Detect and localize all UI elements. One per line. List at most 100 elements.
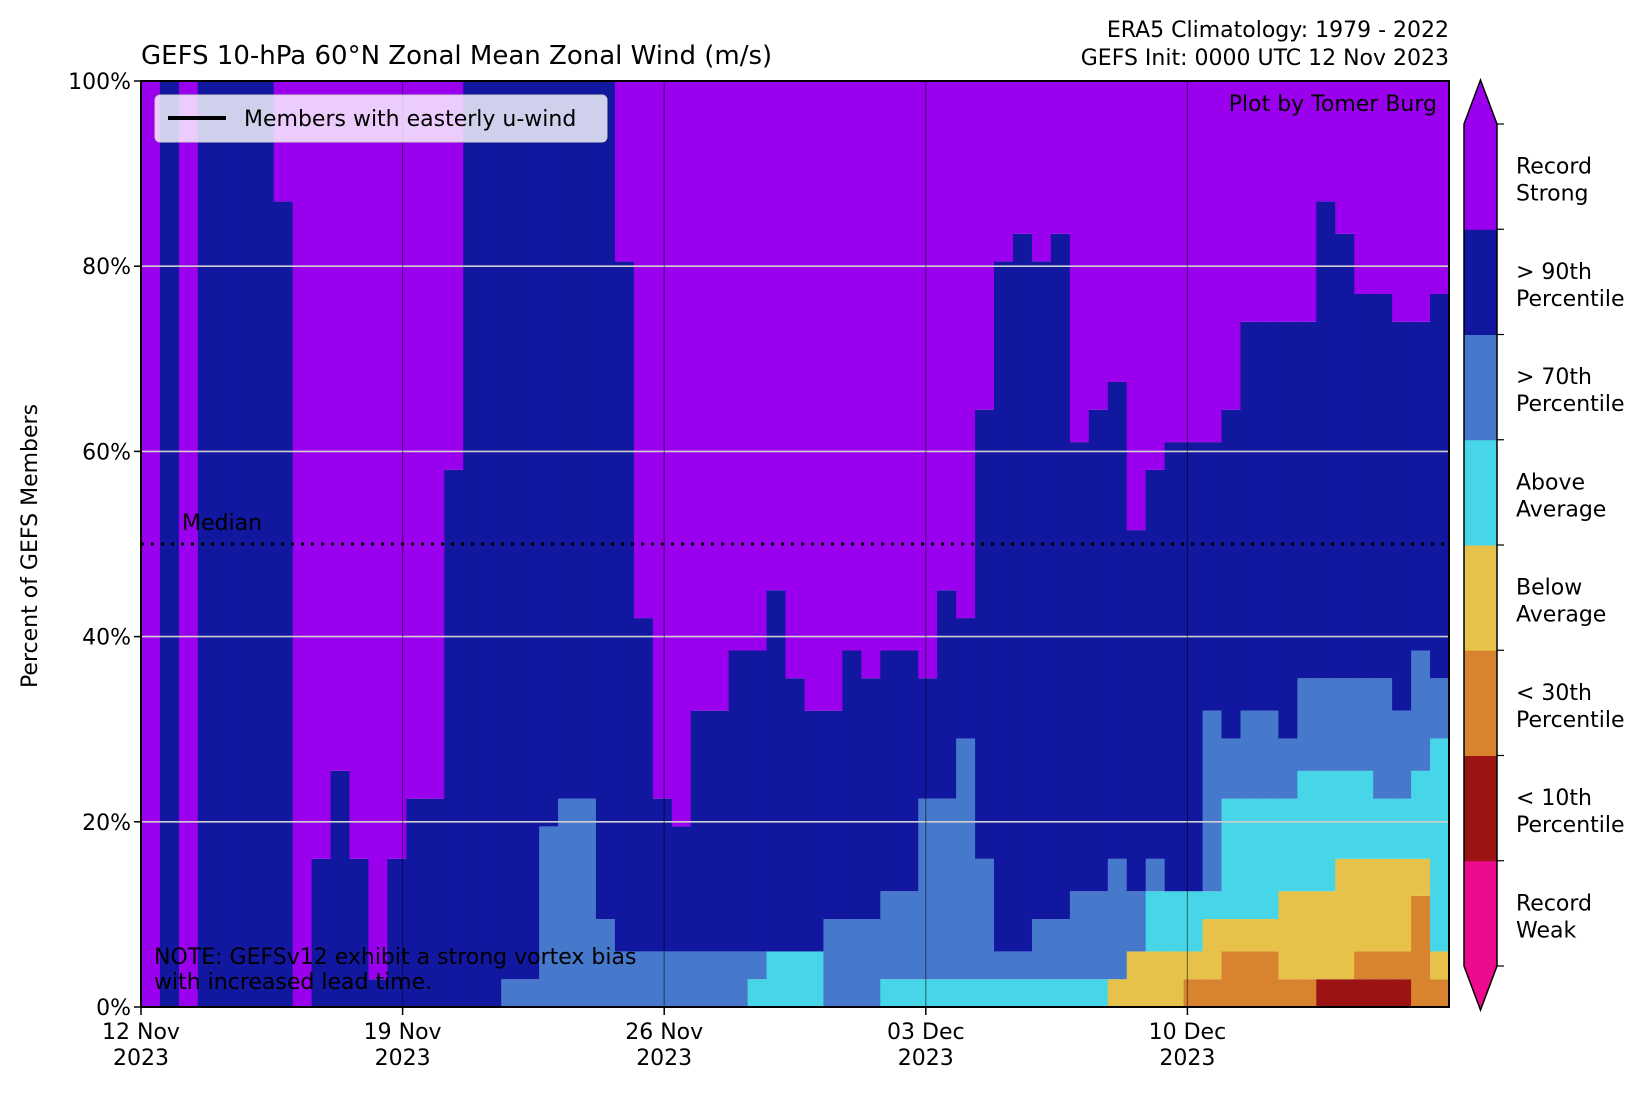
category-cell (1392, 858, 1412, 952)
category-cell (577, 81, 597, 799)
category-cell (1373, 858, 1393, 952)
median-label: Median (182, 511, 262, 536)
category-cell (1050, 233, 1071, 920)
category-cell (994, 979, 1014, 1007)
category-cell (1335, 81, 1355, 234)
category-cell (368, 81, 389, 980)
category-cell (349, 81, 370, 859)
category-cell (1221, 951, 1242, 1007)
legend-label: Members with easterly u-wind (244, 107, 576, 132)
category-cell (1392, 979, 1412, 1007)
category-cell (1202, 442, 1223, 711)
category-cell (956, 738, 976, 980)
legend: Members with easterly u-wind (154, 94, 608, 143)
category-cell (330, 81, 351, 771)
category-cell (197, 81, 218, 1007)
category-cell (1411, 770, 1431, 859)
category-cell (1107, 858, 1128, 980)
category-cell (956, 979, 976, 1007)
colorbar-label: < 30th (1516, 681, 1592, 706)
category-cell (1221, 81, 1242, 410)
category-cell (994, 951, 1014, 980)
category-cell (1126, 81, 1147, 531)
colorbar-label-line2: Average (1516, 603, 1606, 628)
category-cell (1126, 951, 1147, 1007)
category-cell (1430, 81, 1450, 294)
y-tick-label: 100% (68, 70, 131, 95)
x-tick-label: 10 Dec (1149, 1020, 1227, 1045)
colorbar-swatch (1464, 545, 1497, 651)
y-tick-label: 80% (82, 255, 131, 280)
category-cell (804, 951, 825, 1007)
category-cell (1202, 81, 1223, 443)
colorbar-outline (1463, 77, 1498, 1013)
category-cell (918, 979, 938, 1007)
category-cell (975, 979, 995, 1007)
category-cell (785, 81, 806, 679)
category-cell (1259, 798, 1279, 920)
category-cell (1164, 442, 1185, 892)
category-cell (539, 826, 559, 1007)
category-cell (1013, 979, 1033, 1007)
category-cell (273, 201, 294, 1007)
category-cell (1411, 81, 1431, 322)
category-cell (1202, 979, 1223, 1007)
colorbar-swatch (1464, 650, 1497, 756)
chart-title: GEFS 10-hPa 60°N Zonal Mean Zonal Wind (… (141, 41, 772, 71)
category-cell (671, 826, 692, 952)
category-cell (1013, 81, 1033, 234)
category-cell (1202, 919, 1223, 980)
category-cell (1392, 321, 1412, 711)
category-cell (975, 858, 995, 980)
colorbar-label: > 70th (1516, 365, 1592, 390)
category-cell (1411, 895, 1431, 1007)
category-cell (728, 951, 749, 1007)
category-cell (1430, 951, 1450, 980)
category-cell (1430, 738, 1450, 952)
category-cell (1088, 81, 1109, 410)
category-cell (1145, 951, 1166, 1007)
category-cell (1278, 81, 1298, 322)
category-cell (1278, 738, 1298, 799)
category-cell (141, 81, 161, 1007)
category-cell (444, 469, 464, 1007)
category-cell (633, 81, 654, 619)
y-tick-label: 0% (96, 996, 131, 1021)
category-cell (1050, 81, 1071, 234)
category-cell (690, 81, 711, 711)
category-cell (1240, 919, 1261, 952)
category-cell (216, 81, 237, 1007)
x-tick-label-year: 2023 (375, 1046, 431, 1071)
category-cell (1316, 770, 1336, 892)
category-cell (937, 979, 957, 1007)
colorbar-swatch (1464, 755, 1497, 862)
category-cell (1392, 81, 1412, 322)
category-cell (994, 81, 1014, 262)
category-cell (387, 81, 407, 859)
category-cell (349, 858, 370, 1007)
category-cell (880, 979, 900, 1007)
colorbar-swatch (1464, 124, 1497, 230)
category-cell (1354, 979, 1374, 1007)
colorbar-label-line2: Weak (1516, 918, 1576, 943)
category-cell (1069, 442, 1090, 892)
category-cell (1031, 979, 1052, 1007)
category-cell (766, 590, 787, 952)
y-tick-label: 20% (82, 811, 131, 836)
category-cell (1278, 979, 1298, 1007)
category-cell (1354, 293, 1374, 679)
category-cell (330, 770, 351, 1007)
colorbar-swatch (1464, 229, 1497, 335)
category-cell (577, 798, 597, 1007)
category-cell (178, 81, 199, 1007)
category-cell (558, 798, 578, 1007)
category-cell (747, 951, 768, 980)
category-cell (1183, 951, 1204, 980)
colorbar-label: Record (1516, 155, 1592, 180)
category-cell (690, 951, 711, 1007)
category-cell (1031, 919, 1052, 980)
note-line-2: with increased lead time. (154, 970, 432, 995)
category-cell (1183, 979, 1204, 1007)
category-cell (899, 81, 919, 651)
category-cell (235, 81, 256, 1007)
